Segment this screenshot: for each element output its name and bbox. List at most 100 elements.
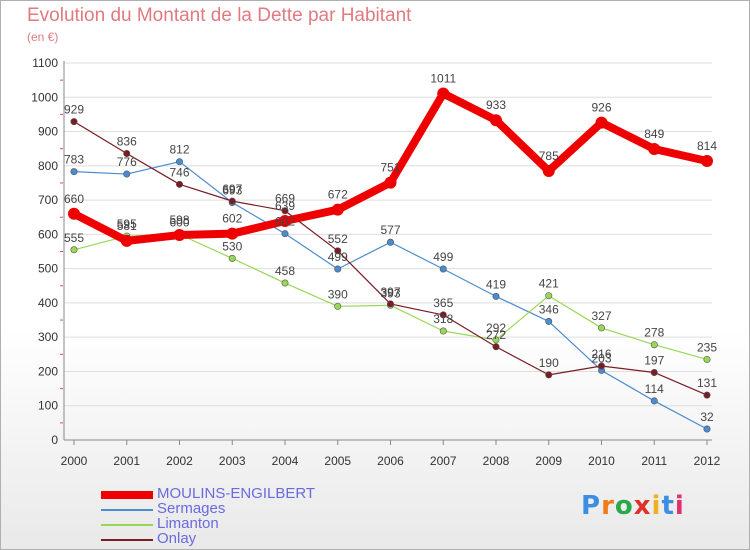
logo-letter: t	[661, 491, 675, 521]
x-tick-label: 2003	[219, 454, 246, 468]
point-moulins-engilbert	[331, 203, 344, 216]
x-tick-label: 2010	[588, 454, 615, 468]
y-tick-label: 600	[38, 227, 58, 241]
x-tick-label: 2008	[483, 454, 510, 468]
point-moulins-engilbert	[279, 214, 291, 227]
y-tick-label: 800	[38, 159, 58, 173]
data-label-onlay: 272	[486, 328, 506, 342]
legend-label: Sermages	[157, 500, 226, 517]
y-tick-label: 500	[38, 262, 58, 276]
legend-swatch	[101, 539, 153, 541]
point-moulins-engilbert	[384, 176, 397, 189]
legend-swatch	[101, 524, 153, 526]
data-label-limanton: 421	[539, 277, 559, 291]
series-lines	[68, 87, 713, 433]
data-label-onlay: 190	[539, 356, 559, 370]
data-label-limanton: 393	[380, 286, 400, 300]
x-tick-label: 2009	[535, 454, 562, 468]
data-label-sermages: 577	[380, 223, 400, 237]
point-sermages	[281, 230, 289, 238]
point-moulins-engilbert	[173, 229, 186, 242]
data-label-limanton: 595	[117, 217, 137, 231]
data-label-sermages: 499	[433, 250, 453, 264]
data-label-moulins-engilbert: 933	[486, 98, 506, 112]
data-label-moulins-engilbert: 660	[64, 192, 84, 206]
point-onlay	[281, 207, 289, 215]
point-moulins-engilbert	[595, 116, 608, 129]
y-tick-label: 1100	[32, 56, 58, 70]
x-tick-label: 2011	[641, 454, 667, 468]
point-onlay	[228, 197, 236, 205]
x-tick-label: 2004	[272, 454, 299, 468]
x-tick-label: 2006	[377, 454, 404, 468]
data-label-limanton: 600	[169, 215, 189, 229]
logo-letter: x	[633, 491, 652, 521]
data-label-onlay: 216	[591, 347, 611, 361]
data-label-moulins-engilbert: 581	[117, 219, 137, 233]
point-limanton	[492, 336, 500, 344]
x-tick-label: 2005	[324, 454, 351, 468]
data-label-sermages: 776	[117, 155, 137, 169]
data-label-limanton: 327	[591, 309, 611, 323]
point-limanton	[650, 341, 658, 349]
data-label-limanton: 530	[222, 239, 242, 253]
point-sermages	[334, 265, 342, 273]
data-labels: 783 776 812 693 602 499 577 499 419 346 203 114 32 55…	[64, 72, 717, 425]
data-label-moulins-engilbert: 602	[222, 212, 242, 226]
point-sermages	[650, 397, 658, 405]
logo-letter: o	[614, 491, 634, 521]
x-tick-label: 2012	[694, 454, 721, 468]
axes: 0 100 200 300 400 500 600 700 800 900 1000 1100 2000…	[31, 56, 720, 468]
point-moulins-engilbert	[68, 207, 80, 220]
point-limanton	[597, 324, 605, 332]
data-label-onlay: 197	[644, 353, 664, 367]
data-label-limanton: 235	[697, 340, 717, 354]
point-moulins-engilbert	[437, 87, 450, 100]
data-label-moulins-engilbert: 751	[380, 161, 400, 175]
y-tick-label: 900	[38, 125, 58, 139]
point-sermages	[545, 317, 553, 325]
point-sermages	[386, 238, 394, 246]
data-label-limanton: 458	[275, 264, 295, 278]
legend-label: Limanton	[157, 515, 219, 532]
point-moulins-engilbert	[226, 227, 239, 240]
data-label-onlay: 697	[222, 182, 242, 196]
x-tick-label: 2001	[113, 454, 140, 468]
point-onlay	[650, 368, 658, 376]
data-label-onlay: 746	[169, 165, 189, 179]
data-label-moulins-engilbert: 814	[697, 139, 717, 153]
point-limanton	[70, 246, 78, 254]
data-label-sermages: 419	[486, 277, 506, 291]
point-moulins-engilbert	[542, 164, 555, 177]
data-label-limanton: 390	[328, 287, 348, 301]
data-label-moulins-engilbert: 672	[328, 188, 348, 202]
chart-title: Evolution du Montant de la Dette par Hab…	[27, 5, 412, 26]
data-label-onlay: 131	[697, 376, 717, 390]
y-tick-label: 400	[38, 296, 58, 310]
y-tick-label: 200	[38, 364, 58, 378]
point-sermages	[439, 265, 447, 273]
x-tick-label: 2002	[166, 454, 193, 468]
data-label-onlay: 365	[433, 296, 453, 310]
point-limanton	[228, 254, 236, 262]
data-label-onlay: 397	[380, 285, 400, 299]
point-onlay	[334, 247, 342, 255]
data-label-sermages: 114	[645, 382, 664, 396]
point-limanton	[281, 279, 289, 287]
logo-letter: r	[601, 491, 615, 521]
data-label-limanton: 278	[644, 326, 664, 340]
legend-label: Onlay	[157, 530, 197, 547]
data-label-moulins-engilbert: 1011	[430, 72, 456, 86]
point-onlay	[597, 362, 605, 370]
point-sermages	[123, 170, 131, 178]
data-label-onlay: 929	[64, 103, 84, 117]
point-onlay	[703, 391, 711, 399]
data-label-onlay: 836	[117, 134, 137, 148]
data-label-sermages: 499	[328, 250, 348, 264]
point-moulins-engilbert	[120, 234, 133, 247]
data-label-limanton: 292	[486, 321, 506, 335]
data-label-sermages: 346	[539, 302, 559, 316]
logo-letter: i	[674, 491, 685, 521]
y-tick-label: 0	[51, 433, 58, 447]
